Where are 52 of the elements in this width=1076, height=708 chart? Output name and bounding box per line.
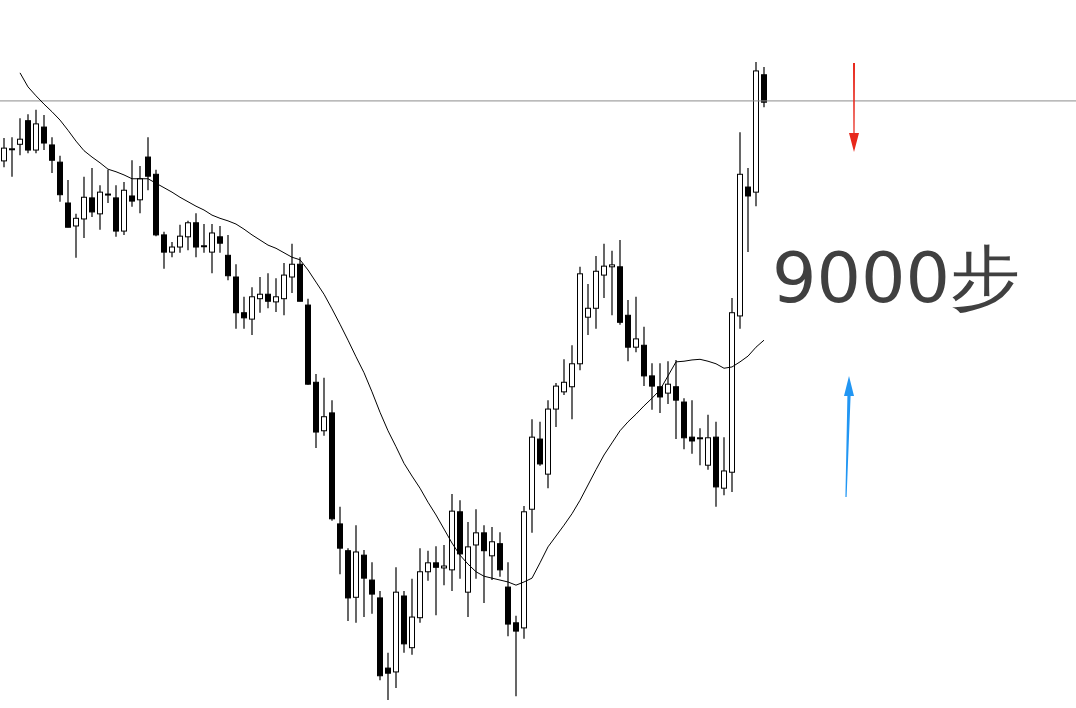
candlestick (745, 167, 751, 253)
candlestick (633, 296, 639, 353)
candlestick (105, 169, 111, 204)
candlestick (177, 224, 183, 254)
candlestick (145, 136, 151, 191)
candlestick (289, 243, 295, 294)
candlestick (697, 427, 703, 466)
candlestick (137, 165, 143, 214)
candlestick (217, 225, 223, 254)
candlestick (17, 117, 23, 156)
candlestick (385, 652, 391, 700)
candlestick (585, 283, 591, 336)
candlestick (689, 399, 695, 455)
candlestick (265, 272, 271, 309)
candlestick (209, 223, 215, 274)
candlestick (609, 250, 615, 316)
candlestick (185, 220, 191, 251)
candlestick (321, 377, 327, 437)
candlestick (81, 176, 87, 239)
candlestick (553, 382, 559, 428)
candlestick (665, 360, 671, 405)
candlestick (721, 436, 727, 496)
candlestick (161, 231, 167, 270)
candlestick (649, 362, 655, 411)
candlestick (225, 234, 231, 281)
candlestick (489, 526, 495, 581)
candlestick (97, 184, 103, 231)
candlestick (41, 114, 47, 151)
candlestick (281, 262, 287, 316)
candlestick (361, 549, 367, 618)
candlestick (473, 508, 479, 580)
candlestick (369, 561, 375, 615)
candlestick (561, 358, 567, 396)
candlestick (9, 136, 15, 178)
candlestick (273, 277, 279, 313)
candlestick (441, 544, 447, 586)
candlestick (657, 362, 663, 414)
candlestick (601, 243, 607, 299)
text: 9000步 (772, 236, 1021, 320)
candlestick (49, 136, 55, 174)
candlestick (433, 545, 439, 616)
candlestick (425, 550, 431, 582)
candlestick (569, 344, 575, 420)
candlestick (673, 359, 679, 440)
candlestick (513, 615, 519, 697)
candlestick (73, 213, 79, 259)
candlestick (129, 159, 135, 208)
candlestick (249, 286, 255, 336)
candlestick (241, 296, 247, 330)
candlestick (89, 167, 95, 218)
candlestick (201, 223, 207, 254)
candlestick (257, 276, 263, 314)
